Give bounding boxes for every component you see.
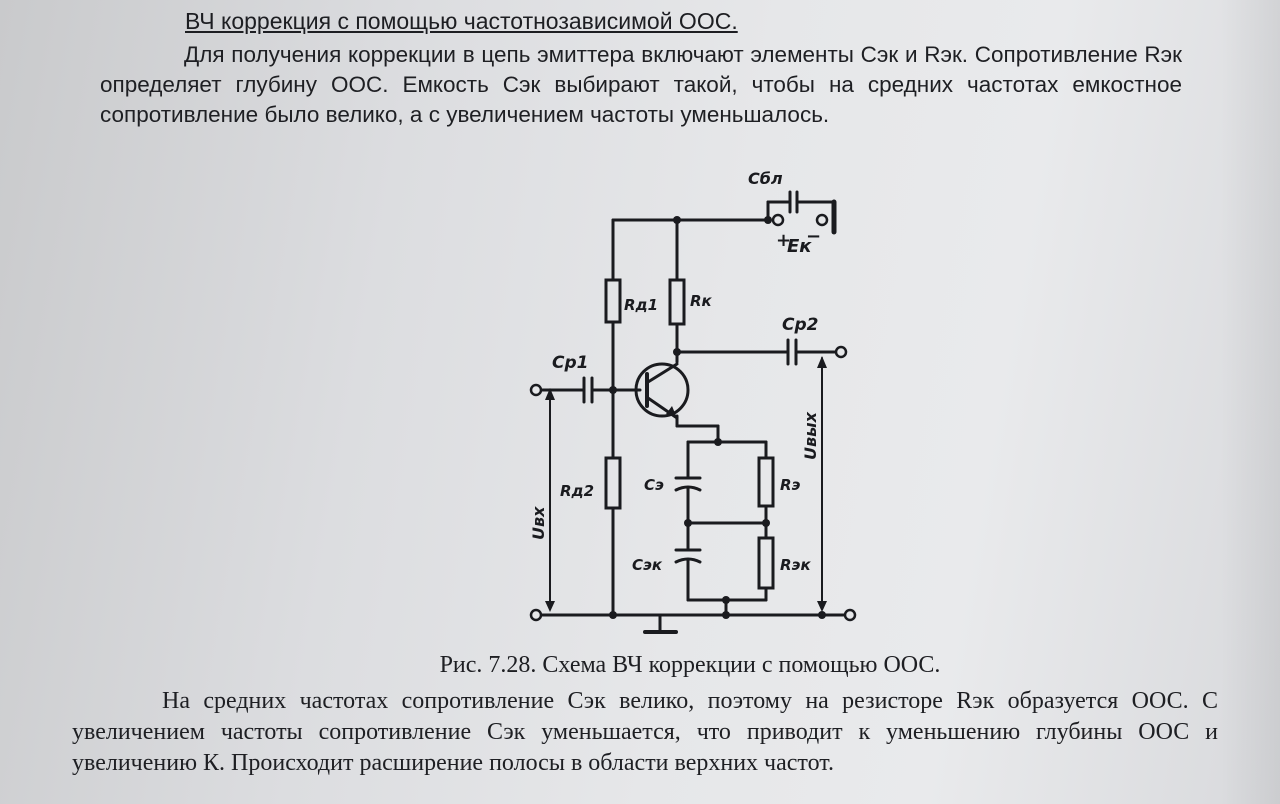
explanation-paragraph: На средних частотах сопротивление Сэк ве… [72,688,1218,776]
label-ek-plus: + [776,230,791,251]
label-rd1: Rд1 [624,296,658,314]
junction-middle-right [762,519,770,527]
label-ek-minus: − [806,226,821,247]
circuit-diagram: Сбл + Eк − Rд1 Rк Cр2 Cр1 Rд2 Cэ Rэ Cэк … [529,169,857,634]
junction-base [609,386,617,394]
terminal-input [529,383,543,397]
junction-bottom [722,596,730,604]
transistor-collector-lead [646,362,679,384]
paper-edge-shadow [1220,0,1280,804]
label-u-vyh: Uвых [801,411,820,460]
label-cp2: Cр2 [782,315,818,335]
junction-top [673,216,681,224]
intro-paragraph: Для получения коррекции в цепь эмиттера … [100,42,1182,127]
junction-emitter [714,438,722,446]
junction-ground-right [818,611,826,619]
label-cek: Cэк [632,556,663,574]
label-ce: Cэ [644,476,664,494]
label-rk: Rк [690,292,713,310]
label-c-bl: Сбл [748,169,783,188]
label-rek: Rэк [780,556,811,574]
junction-supply [764,216,772,224]
figure-caption: Рис. 7.28. Схема ВЧ коррекции с помощью … [439,652,941,678]
u-in-arrow-head [545,388,555,400]
transistor-body [634,362,690,418]
label-rd2: Rд2 [560,482,594,500]
label-u-vh: Uвх [529,506,548,540]
label-ek: Eк [787,236,812,257]
section-heading: ВЧ коррекция с помощью частотнозависимой… [185,8,738,34]
resistor-rd1 [604,278,622,324]
terminal-output-ground [843,608,857,622]
u-out-arrow-head [817,356,827,368]
resistor-rd2 [604,456,622,510]
junction-middle-left [684,519,692,527]
junction-ground-left [609,611,617,619]
label-cp1: Cр1 [552,353,588,373]
terminal-input-ground [529,608,543,622]
emitter-arrow [666,406,677,418]
terminal-supply-plus [771,213,785,227]
terminal-output [834,345,848,359]
junction-collector [673,348,681,356]
u-out-arrow-tail [817,601,827,612]
resistor-rek [757,536,775,590]
u-in-arrow-tail [545,601,555,612]
resistor-re [757,456,775,508]
junction-ground-mid [722,611,730,619]
label-re: Rэ [780,476,801,494]
terminal-supply-minus [815,213,829,227]
resistor-rk [668,278,686,326]
